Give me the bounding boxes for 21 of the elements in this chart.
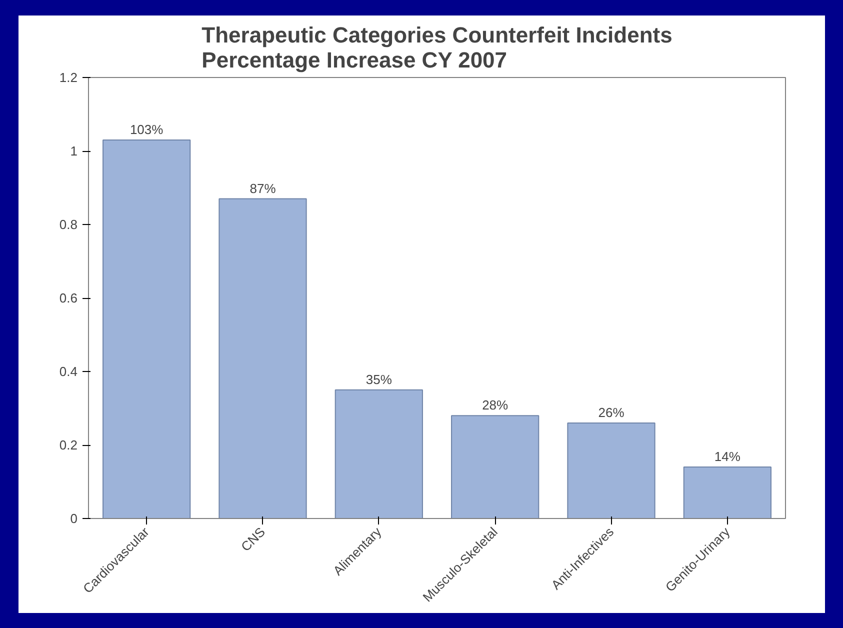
bar [683, 466, 772, 518]
data-label: 28% [482, 398, 509, 413]
y-tick-label: 1.2 [59, 70, 78, 85]
data-label: 103% [130, 122, 164, 137]
y-tick-label: 0.2 [59, 438, 78, 452]
y-tick-label: 0.4 [59, 364, 78, 379]
data-label: 14% [714, 449, 741, 464]
bar [334, 389, 423, 518]
data-label: 35% [366, 372, 392, 387]
data-label: 87% [250, 180, 276, 196]
bar [451, 415, 540, 518]
y-tick-label: 0.6 [59, 290, 78, 306]
x-tick-label: CNS [238, 524, 268, 554]
bar [567, 422, 656, 518]
data-label: 26% [598, 404, 625, 420]
y-tick-label: 1 [70, 144, 78, 158]
y-tick-label: 0 [70, 511, 78, 526]
bar [218, 198, 307, 518]
bar [102, 139, 191, 518]
y-tick-label: 0.8 [59, 217, 78, 232]
chart-title: Therapeutic Categories Counterfeit Incidents Percentage Increase CY 2007 [202, 22, 672, 72]
